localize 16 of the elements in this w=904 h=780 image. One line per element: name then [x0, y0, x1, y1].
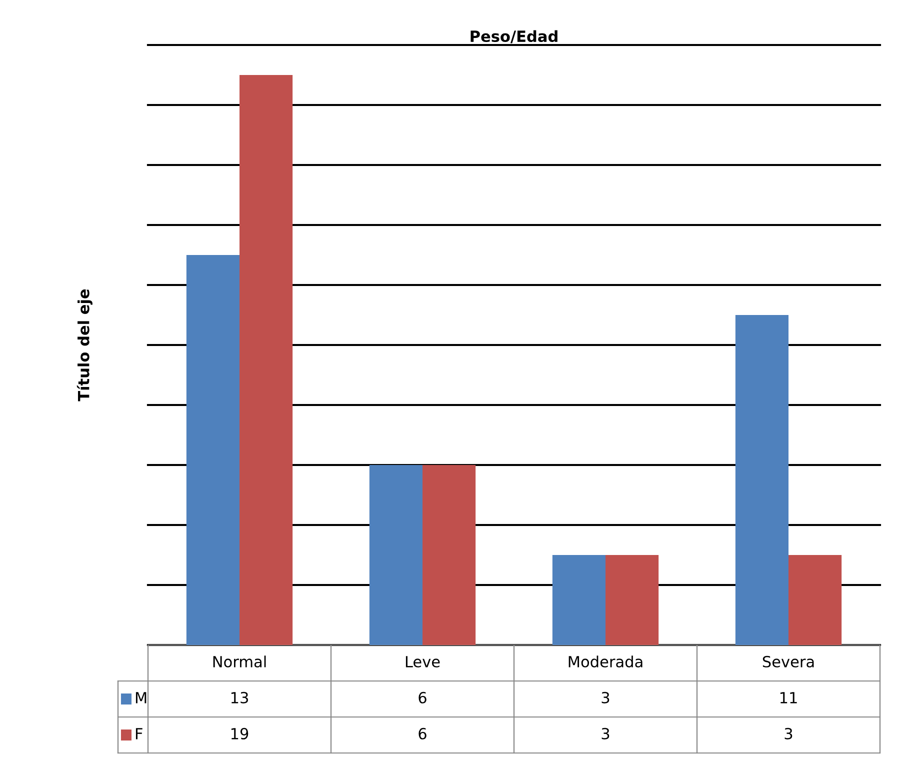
x-tick-label: Moderada [568, 656, 642, 668]
data-label: 6 [418, 728, 426, 740]
y-axis-title: Título del eje [76, 289, 92, 402]
data-label: 13 [231, 692, 248, 704]
data-label: 3 [602, 728, 610, 740]
chart-title: Peso/Edad [470, 30, 558, 44]
data-label: 19 [231, 728, 248, 740]
data-label: 3 [784, 728, 792, 740]
legend-label: F [136, 728, 142, 740]
x-tick-label: Leve [406, 656, 440, 668]
data-label: 6 [418, 692, 426, 704]
legend-label: M [136, 692, 146, 704]
data-label: 11 [780, 692, 797, 704]
x-tick-label: Severa [762, 656, 814, 668]
data-label: 3 [602, 692, 610, 704]
x-tick-label: Normal [213, 656, 266, 668]
